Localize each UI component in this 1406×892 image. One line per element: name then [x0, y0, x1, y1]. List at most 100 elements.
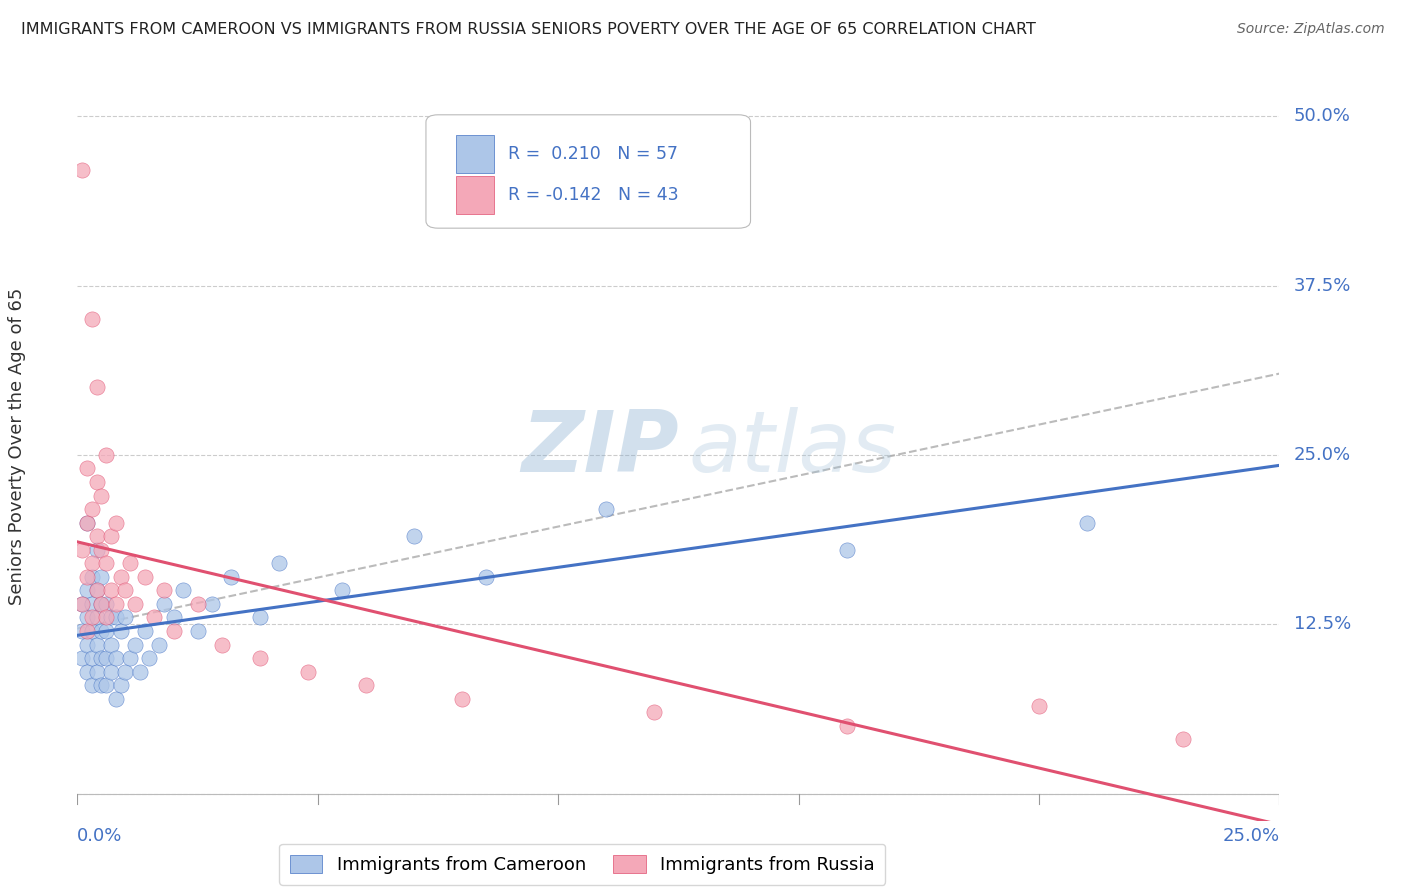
Point — [835, 542, 858, 557]
Point — [134, 624, 156, 638]
Point — [186, 597, 209, 611]
Bar — [456, 176, 495, 213]
Point — [110, 624, 132, 638]
Text: 0.0%: 0.0% — [77, 828, 122, 846]
Point — [90, 597, 112, 611]
Point — [297, 665, 319, 679]
Point — [104, 691, 127, 706]
Point — [70, 597, 93, 611]
Point — [249, 610, 271, 624]
Point — [128, 665, 150, 679]
Text: 25.0%: 25.0% — [1294, 446, 1351, 464]
Point — [138, 651, 160, 665]
Point — [475, 570, 498, 584]
Point — [76, 583, 98, 598]
Point — [269, 556, 291, 570]
Text: atlas: atlas — [688, 407, 896, 490]
Point — [70, 624, 93, 638]
Point — [114, 665, 136, 679]
Point — [249, 651, 271, 665]
Text: R =  0.210   N = 57: R = 0.210 N = 57 — [508, 145, 678, 162]
Point — [80, 597, 103, 611]
Text: Seniors Poverty Over the Age of 65: Seniors Poverty Over the Age of 65 — [8, 287, 25, 605]
Point — [201, 597, 224, 611]
Point — [162, 610, 184, 624]
Point — [104, 516, 127, 530]
Point — [172, 583, 194, 598]
Point — [1028, 698, 1050, 713]
Text: 25.0%: 25.0% — [1222, 828, 1279, 846]
Point — [96, 556, 118, 570]
Text: 50.0%: 50.0% — [1294, 107, 1351, 125]
Point — [80, 556, 103, 570]
Point — [162, 624, 184, 638]
Point — [153, 583, 176, 598]
Point — [86, 475, 108, 489]
Point — [80, 678, 103, 692]
Point — [643, 706, 665, 720]
Point — [70, 542, 93, 557]
Point — [70, 163, 93, 178]
Point — [96, 624, 118, 638]
Point — [76, 665, 98, 679]
Point — [86, 610, 108, 624]
Text: 37.5%: 37.5% — [1294, 277, 1351, 294]
Point — [80, 570, 103, 584]
Point — [120, 556, 142, 570]
Point — [104, 597, 127, 611]
Point — [86, 583, 108, 598]
Text: 12.5%: 12.5% — [1294, 615, 1351, 633]
Point — [80, 312, 103, 326]
Point — [86, 380, 108, 394]
Point — [90, 597, 112, 611]
Point — [76, 610, 98, 624]
Point — [354, 678, 377, 692]
Bar — [456, 136, 495, 173]
Point — [96, 610, 118, 624]
Point — [86, 638, 108, 652]
Point — [110, 570, 132, 584]
Point — [76, 461, 98, 475]
Point — [96, 651, 118, 665]
Text: IMMIGRANTS FROM CAMEROON VS IMMIGRANTS FROM RUSSIA SENIORS POVERTY OVER THE AGE : IMMIGRANTS FROM CAMEROON VS IMMIGRANTS F… — [21, 22, 1036, 37]
Point — [76, 624, 98, 638]
Point — [114, 583, 136, 598]
Point — [153, 597, 176, 611]
Point — [90, 570, 112, 584]
Point — [76, 638, 98, 652]
Point — [402, 529, 425, 543]
Point — [104, 651, 127, 665]
Point — [96, 678, 118, 692]
Point — [80, 624, 103, 638]
Point — [80, 610, 103, 624]
Point — [186, 624, 209, 638]
Point — [124, 597, 146, 611]
Point — [114, 610, 136, 624]
Point — [76, 516, 98, 530]
Point — [595, 502, 617, 516]
Point — [211, 638, 233, 652]
Text: ZIP: ZIP — [520, 407, 679, 490]
Point — [835, 719, 858, 733]
Point — [76, 570, 98, 584]
Point — [80, 651, 103, 665]
Point — [76, 516, 98, 530]
Point — [100, 529, 122, 543]
Point — [90, 542, 112, 557]
Point — [148, 638, 170, 652]
Point — [86, 665, 108, 679]
FancyBboxPatch shape — [426, 115, 751, 228]
Point — [1173, 732, 1195, 747]
Legend: Immigrants from Cameroon, Immigrants from Russia: Immigrants from Cameroon, Immigrants fro… — [278, 844, 886, 885]
Point — [90, 678, 112, 692]
Point — [100, 583, 122, 598]
Point — [96, 597, 118, 611]
Point — [120, 651, 142, 665]
Point — [330, 583, 353, 598]
Point — [86, 542, 108, 557]
Point — [100, 665, 122, 679]
Point — [90, 624, 112, 638]
Text: Source: ZipAtlas.com: Source: ZipAtlas.com — [1237, 22, 1385, 37]
Point — [90, 651, 112, 665]
Point — [451, 691, 474, 706]
